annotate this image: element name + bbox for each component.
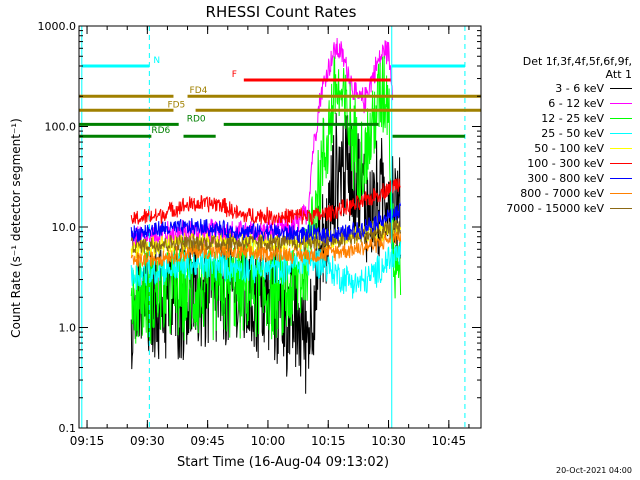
flag-label-rd6: RD6 (151, 126, 170, 136)
series-line-12-25kev (130, 56, 402, 344)
y-tick-label: 0.1 (59, 422, 77, 435)
legend: Det 1f,3f,4f,5f,6f,9f, Att 1 3 - 6 keV 6 … (484, 55, 636, 216)
legend-item: 50 - 100 keV (484, 141, 636, 156)
series-line-800-7000kev (130, 226, 402, 269)
legend-item: 12 - 25 keV (484, 111, 636, 126)
flag-label-rd0: RD0 (187, 114, 206, 124)
legend-swatch (610, 178, 632, 179)
legend-label: 25 - 50 keV (541, 127, 604, 140)
legend-label: 6 - 12 keV (548, 97, 604, 110)
legend-swatch (610, 133, 632, 134)
x-tick-label: 09:45 (190, 434, 225, 448)
legend-swatch (610, 163, 632, 164)
legend-swatch (610, 148, 632, 149)
legend-item: 300 - 800 keV (484, 171, 636, 186)
x-tick-label: 10:00 (251, 434, 286, 448)
chart-title: RHESSI Count Rates (206, 3, 357, 21)
flag-label-n: N (153, 56, 160, 66)
legend-item: 100 - 300 keV (484, 156, 636, 171)
date-stamp: 20-Oct-2021 04:00 (556, 466, 632, 475)
legend-item: 7000 - 15000 keV (484, 201, 636, 216)
y-tick-label: 10.0 (52, 221, 77, 234)
legend-label: 800 - 7000 keV (520, 187, 604, 200)
flag-label-fd4: FD4 (190, 86, 208, 96)
legend-label: 300 - 800 keV (527, 172, 604, 185)
x-tick-label: 10:15 (311, 434, 346, 448)
legend-header-1: Det 1f,3f,4f,5f,6f,9f, (522, 55, 632, 68)
plot-frame (78, 25, 482, 429)
legend-label: 7000 - 15000 keV (506, 202, 604, 215)
series-line-25-50kev (130, 241, 402, 299)
y-tick-label: 100.0 (45, 121, 77, 134)
y-tick-label: 1000.0 (38, 20, 77, 33)
legend-header-2: Att 1 (605, 68, 632, 81)
x-axis-label: Start Time (16-Aug-04 09:13:02) (177, 455, 389, 470)
x-tick-label: 10:30 (371, 434, 406, 448)
x-tick-label: 10:45 (432, 434, 467, 448)
x-tick-label: 09:30 (130, 434, 165, 448)
legend-swatch (610, 208, 632, 209)
legend-item: 800 - 7000 keV (484, 186, 636, 201)
legend-item: 6 - 12 keV (484, 96, 636, 111)
y-tick-label: 1.0 (59, 322, 77, 335)
flag-label-fd5: FD5 (167, 100, 185, 110)
legend-swatch (610, 118, 632, 119)
legend-label: 3 - 6 keV (555, 82, 604, 95)
legend-item: 3 - 6 keV (484, 81, 636, 96)
legend-item: 25 - 50 keV (484, 126, 636, 141)
legend-swatch (610, 88, 632, 89)
legend-label: 50 - 100 keV (534, 142, 604, 155)
y-axis-label: Count Rate (s⁻¹ detector segment⁻¹) (9, 118, 23, 338)
legend-label: 100 - 300 keV (527, 157, 604, 170)
flag-label-f: F (232, 70, 237, 80)
x-tick-label: 09:15 (70, 434, 105, 448)
series-line-300-800kev (130, 202, 402, 244)
legend-label: 12 - 25 keV (541, 112, 604, 125)
series-line-100-300kev (130, 178, 401, 226)
legend-swatch (610, 103, 632, 104)
legend-swatch (610, 193, 632, 194)
